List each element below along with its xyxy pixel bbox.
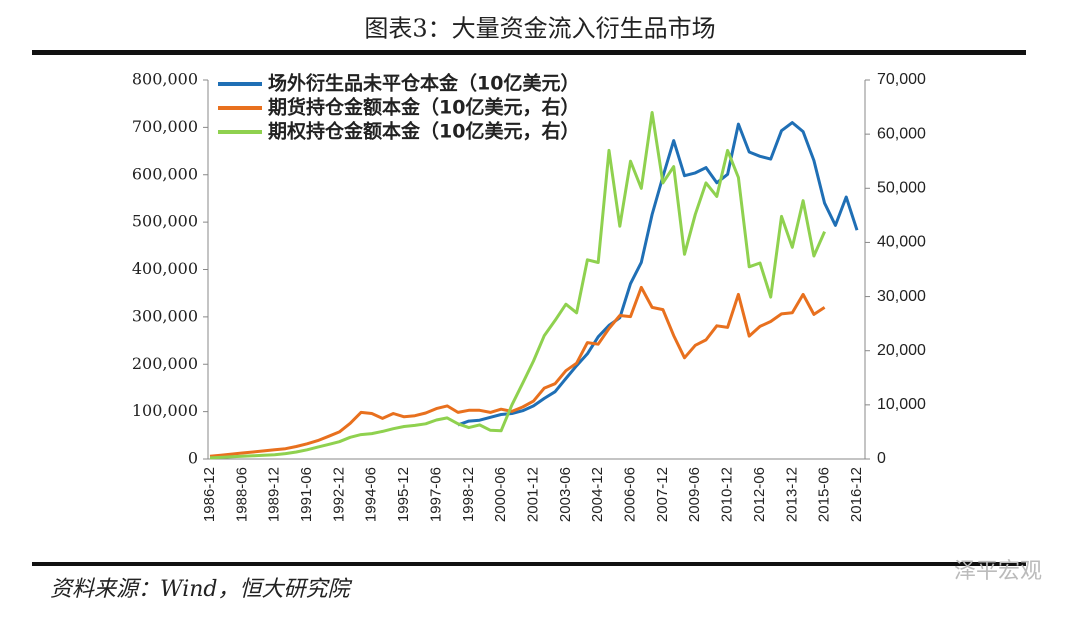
- x-tick-label: 1998-12: [460, 467, 477, 522]
- legend-label: 期货持仓金额本金（10亿美元，右）: [268, 96, 579, 119]
- y2-tick-label: 70,000: [877, 71, 926, 88]
- x-tick-label: 1995-12: [395, 467, 412, 522]
- title-rule: [32, 50, 1026, 55]
- y-tick-label: 200,000: [132, 354, 198, 373]
- x-tick-label: 2016-12: [848, 467, 865, 522]
- x-tick-label: 1989-12: [266, 467, 283, 522]
- y-tick-label: 800,000: [132, 70, 198, 89]
- x-tick-label: 2003-06: [557, 467, 574, 522]
- x-tick-label: 1988-06: [233, 467, 250, 522]
- x-tick-label: 1991-06: [298, 467, 315, 522]
- y2-tick-label: 0: [877, 450, 886, 467]
- x-tick-label: 1992-12: [330, 467, 347, 522]
- y-tick-label: 600,000: [132, 164, 198, 183]
- y-tick-label: 0: [188, 449, 198, 468]
- legend-label: 场外衍生品未平仓本金（10亿美元）: [268, 72, 579, 95]
- x-tick-label: 2007-12: [654, 467, 671, 522]
- x-tick-label: 2004-12: [589, 467, 606, 522]
- y2-tick-label: 50,000: [877, 180, 926, 197]
- source: 资料来源：Wind，恒大研究院: [50, 577, 353, 602]
- x-tick-label: 1994-06: [363, 467, 380, 522]
- y-tick-label: 500,000: [132, 212, 198, 231]
- footer-rule: [32, 562, 1026, 566]
- y-tick-label: 400,000: [132, 259, 198, 278]
- y2-tick-label: 60,000: [877, 125, 926, 142]
- legend-label: 期权持仓金额本金（10亿美元，右）: [268, 120, 579, 143]
- y2-tick-label: 30,000: [877, 288, 926, 305]
- y2-tick-label: 10,000: [877, 396, 926, 413]
- x-tick-label: 1986-12: [201, 467, 218, 522]
- x-tick-label: 2015-06: [816, 467, 833, 522]
- x-tick-label: 2001-12: [524, 467, 541, 522]
- series-line: [209, 111, 826, 460]
- x-tick-label: 2009-06: [686, 467, 703, 522]
- x-tick-label: 2006-06: [622, 467, 639, 522]
- y2-tick-label: 40,000: [877, 234, 926, 251]
- x-tick-label: 1997-06: [427, 467, 444, 522]
- y-tick-label: 700,000: [132, 117, 198, 136]
- series-line: [457, 121, 859, 427]
- watermark: 泽平宏观: [954, 559, 1042, 584]
- x-tick-label: 2010-12: [719, 467, 736, 522]
- series-line: [209, 285, 826, 458]
- y-tick-label: 300,000: [132, 306, 198, 325]
- x-tick-label: 2012-06: [751, 467, 768, 522]
- x-tick-label: 2000-06: [492, 467, 509, 522]
- x-tick-label: 2013-12: [783, 467, 800, 522]
- y-tick-label: 100,000: [132, 401, 198, 420]
- y2-tick-label: 20,000: [877, 342, 926, 359]
- chart-title: 图表3：大量资金流入衍生品市场: [364, 15, 715, 43]
